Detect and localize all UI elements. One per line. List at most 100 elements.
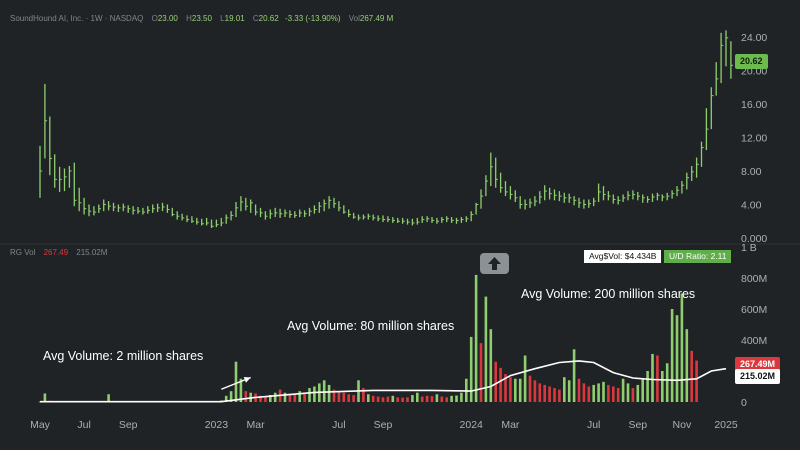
volume-average-line: [40, 360, 727, 403]
volume-bar: [661, 371, 664, 402]
volume-bar: [646, 371, 649, 402]
volume-bar: [656, 355, 659, 402]
volume-last-badge: 267.49M: [735, 357, 781, 372]
high-label: H: [186, 14, 192, 23]
volume-bar: [509, 377, 512, 402]
open-value: 23.00: [157, 14, 178, 23]
volume-bar: [411, 395, 414, 402]
volume-header-avg: 215.02M: [76, 248, 108, 257]
volume-tick-label: 1 B: [741, 242, 757, 254]
volume-bar: [234, 361, 238, 402]
volume-bar: [337, 391, 341, 402]
volume-bar: [229, 391, 233, 402]
volume-bar: [327, 384, 331, 402]
volume-bar: [420, 396, 424, 402]
change-value: -3.33 (-13.90%): [284, 14, 341, 23]
volume-bar: [641, 378, 644, 402]
volume-bar: [553, 388, 556, 402]
collapse-pane-button[interactable]: [480, 253, 509, 274]
price-tick-label: 24.00: [741, 32, 767, 44]
volume-bar: [685, 329, 689, 402]
volume-bar: [273, 392, 277, 402]
volume-bar: [425, 395, 429, 402]
x-tick-label: Jul: [587, 419, 600, 431]
x-tick-label: Jul: [332, 419, 345, 431]
x-tick-label: Nov: [673, 419, 692, 431]
annotation-arrow-head: [243, 377, 251, 383]
volume-bar: [288, 393, 292, 402]
volume-bar: [259, 395, 262, 402]
volume-bar: [352, 395, 355, 402]
volume-bar: [445, 397, 448, 402]
volume-bar: [43, 393, 47, 402]
volume-bar: [587, 386, 591, 402]
volume-bar: [567, 380, 571, 402]
x-tick-label: 2023: [205, 419, 229, 431]
volume-bar: [347, 394, 350, 402]
ud-ratio-badge: U/D Ratio: 2.11: [664, 250, 732, 263]
price-tick-label: 16.00: [741, 99, 767, 111]
volume-bar: [636, 384, 640, 402]
volume-bar: [479, 343, 483, 402]
volume-bar: [224, 395, 228, 402]
volume-bar: [469, 336, 473, 402]
volume-bar: [631, 388, 635, 402]
volume-bar: [313, 386, 316, 402]
volume-bar: [293, 394, 297, 402]
volume-bar: [430, 396, 434, 402]
volume-bar: [342, 392, 346, 402]
volume-bar: [612, 386, 615, 402]
volume-bar: [401, 397, 404, 402]
volume-tick-label: 800M: [741, 273, 767, 285]
volume-bar: [651, 353, 654, 402]
volume-bar: [514, 378, 517, 402]
volume-header-label: RG Vol: [10, 248, 36, 257]
volume-bar: [367, 394, 370, 402]
volume-bar: [450, 395, 453, 402]
volume-bar: [670, 309, 674, 402]
volume-bar: [558, 389, 561, 402]
price-tick-label: 4.00: [741, 200, 762, 212]
volume-bar: [592, 384, 595, 402]
volume-bar: [244, 391, 248, 402]
volume-bar: [582, 383, 586, 402]
x-tick-label: 2024: [460, 419, 484, 431]
volume-bar: [533, 380, 537, 402]
volume-bar: [406, 397, 409, 402]
volume-header-last: 267.49: [43, 248, 69, 257]
volume-bar: [695, 360, 698, 402]
volume-bar: [322, 380, 326, 402]
volume-bar: [665, 363, 669, 402]
annotation-avg-2m: Avg Volume: 2 million shares: [43, 349, 204, 363]
close-label: C: [252, 14, 259, 23]
x-tick-label: Sep: [628, 419, 647, 431]
volume-tick-label: 400M: [741, 335, 767, 347]
volume-bar: [690, 350, 693, 402]
volume-label: Vol: [348, 14, 360, 23]
volume-bar: [538, 383, 542, 402]
volume-header: RG Vol 267.49 215.02M: [10, 248, 107, 257]
volume-bar: [460, 392, 463, 402]
volume-bar: [332, 389, 336, 402]
annotation-avg-80m: Avg Volume: 80 million shares: [287, 319, 455, 333]
x-tick-label: Jul: [77, 419, 90, 431]
volume-bar: [308, 388, 311, 402]
high-value: 23.50: [191, 14, 212, 23]
volume-bar: [283, 392, 287, 402]
volume-bar: [543, 384, 546, 402]
volume-bar: [499, 367, 502, 402]
volume-tick-label: 0: [741, 397, 747, 409]
x-tick-label: Sep: [119, 419, 138, 431]
volume-bar: [626, 383, 630, 402]
volume-bar: [484, 296, 488, 402]
volume-bar: [523, 355, 527, 402]
volume-bar: [577, 378, 581, 402]
avg-dollar-volume-badge: Avg$Vol: $4.434B: [584, 250, 662, 263]
price-tick-label: 0.000: [741, 233, 767, 245]
volume-bar: [416, 392, 419, 402]
volume-bar: [298, 391, 301, 402]
volume-bar: [528, 375, 532, 402]
close-value: 20.62: [258, 14, 279, 23]
